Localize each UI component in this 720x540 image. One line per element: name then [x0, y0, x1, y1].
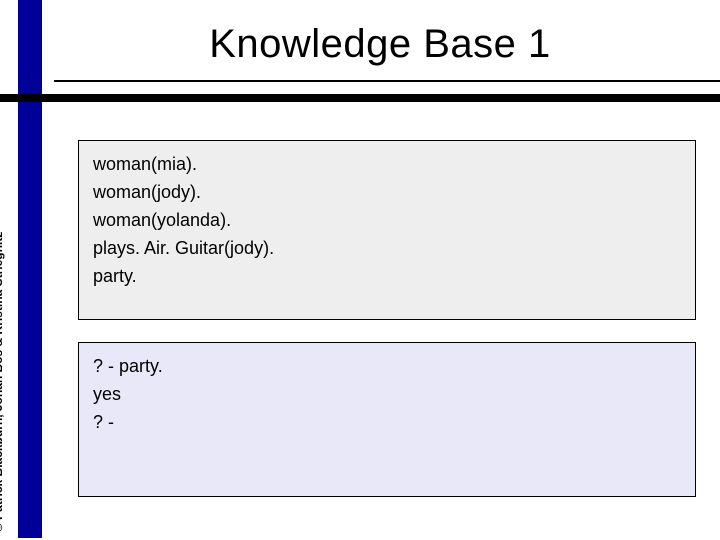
query-line: yes	[93, 381, 681, 409]
page-title: Knowledge Base 1	[60, 22, 700, 67]
title-underline	[54, 80, 720, 82]
fact-line: woman(yolanda).	[93, 207, 681, 235]
query-line: ? - party.	[93, 353, 681, 381]
query-box: ? - party. yes ? -	[78, 342, 696, 497]
fact-line: woman(jody).	[93, 179, 681, 207]
blue-bar-bottom	[18, 94, 42, 538]
fact-line: woman(mia).	[93, 151, 681, 179]
blue-bar-top	[18, 0, 42, 94]
fact-line: party.	[93, 263, 681, 291]
facts-box: woman(mia). woman(jody). woman(yolanda).…	[78, 140, 696, 320]
query-line: ? -	[93, 409, 681, 437]
horizontal-rule	[0, 94, 720, 102]
fact-line: plays. Air. Guitar(jody).	[93, 235, 681, 263]
copyright-credit: © Patrick Blackburn, Johan Bos & Kristin…	[0, 232, 5, 532]
